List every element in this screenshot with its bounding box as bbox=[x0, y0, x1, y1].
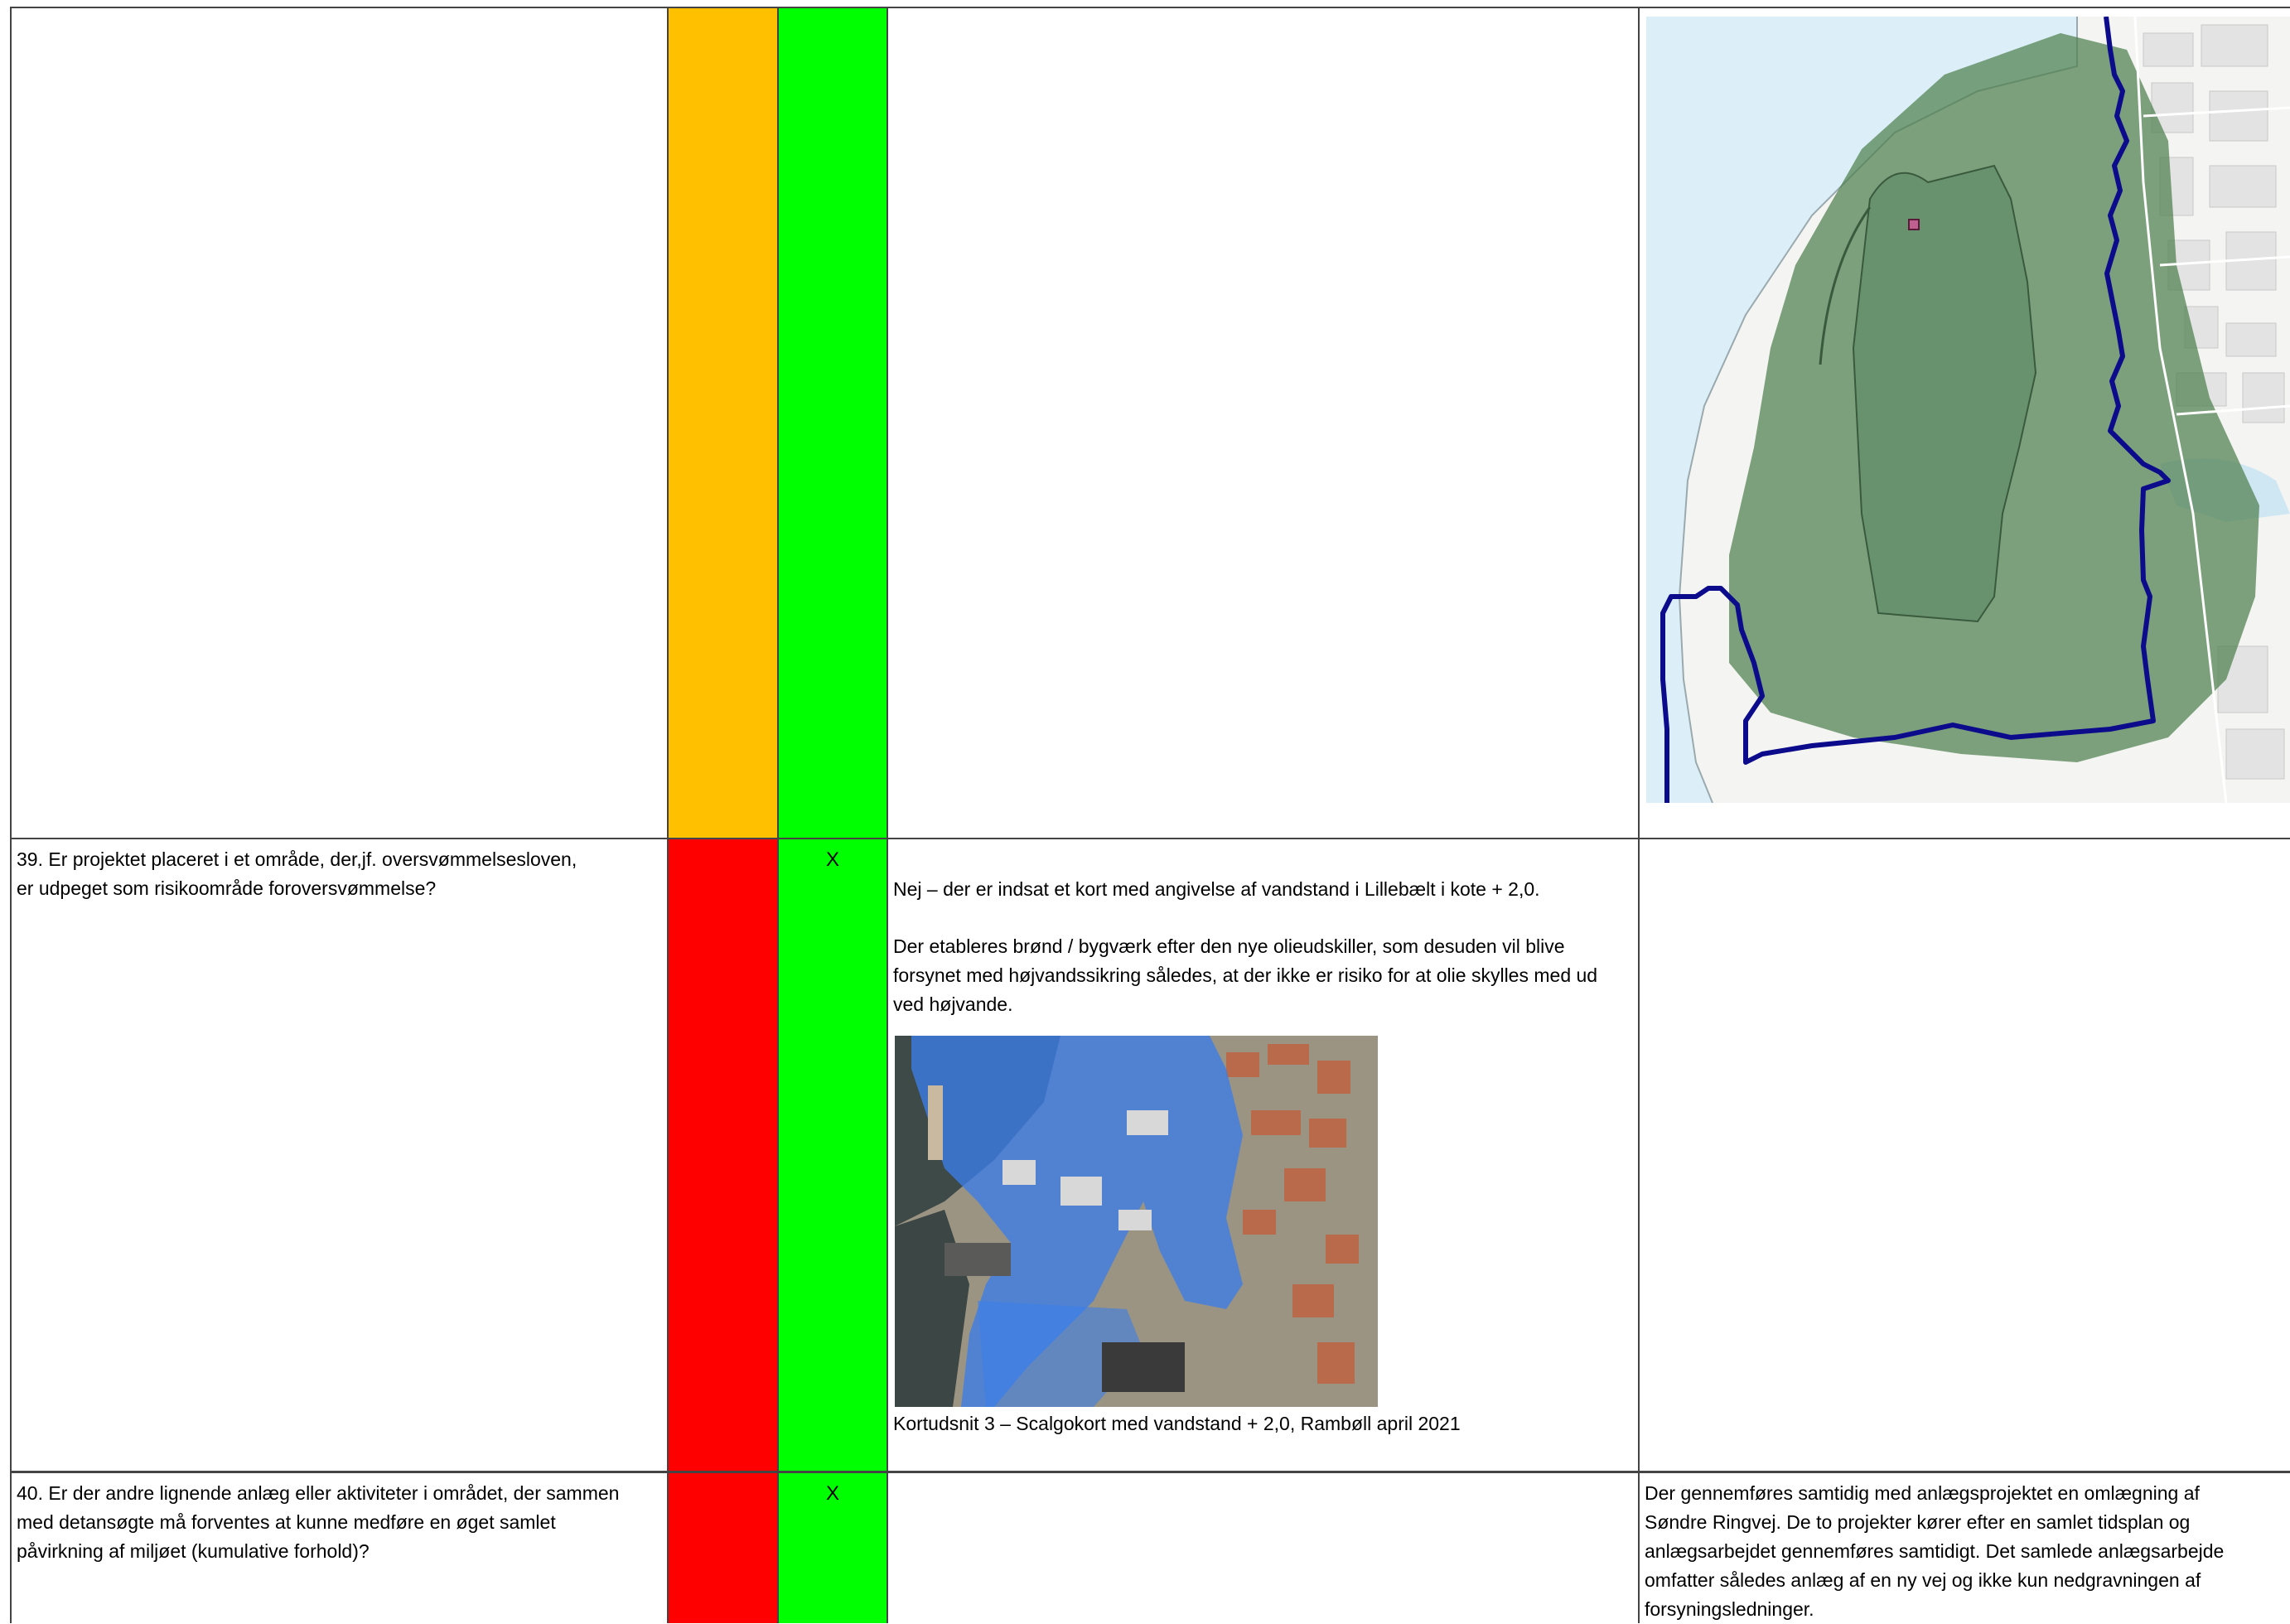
column-border-amber bbox=[777, 7, 779, 1623]
map-svg bbox=[1646, 17, 2290, 803]
comment-39-paragraph-1: Nej – der er indsat et kort med angivels… bbox=[893, 878, 1540, 900]
remark-40-line-5: forsyningsledninger. bbox=[1645, 1598, 1814, 1620]
question-39-line-1: 39. Er projektet placeret i et område, d… bbox=[17, 848, 577, 870]
comment-39-paragraph-2-line-3: ved højvande. bbox=[893, 993, 1013, 1015]
row-divider-39 bbox=[10, 838, 2290, 839]
question-39: 39. Er projektet placeret i et område, d… bbox=[17, 845, 663, 903]
risk-area-map bbox=[1646, 17, 2290, 803]
comment-39-paragraph-2-line-1: Der etableres brønd / bygværk efter den … bbox=[893, 935, 1565, 957]
dry-dock bbox=[945, 1243, 1011, 1276]
flood-level-aerial-map bbox=[895, 1036, 1378, 1407]
comment-39-paragraph-2-line-2: forsynet med højvandssikring således, at… bbox=[893, 964, 1598, 986]
rating-column-red-row-39 bbox=[668, 839, 777, 1472]
column-border-comment bbox=[1638, 7, 1640, 1623]
aerial-map-svg bbox=[895, 1036, 1378, 1407]
question-40-line-2: med detansøgte må forventes at kunne med… bbox=[17, 1511, 556, 1533]
town-roofs bbox=[1226, 1044, 1359, 1384]
question-40: 40. Er der andre lignende anlæg eller ak… bbox=[17, 1479, 663, 1566]
remark-40-line-3: anlægsarbejdet gennemføres samtidigt. De… bbox=[1645, 1540, 2225, 1562]
row-divider-40 bbox=[10, 1471, 2290, 1473]
roads bbox=[2133, 17, 2290, 803]
sea-area bbox=[1646, 17, 2077, 803]
table-top-border bbox=[10, 7, 2290, 8]
remark-40-line-2: Søndre Ringvej. De to projekter kører ef… bbox=[1645, 1511, 2191, 1533]
figure-caption-39: Kortudsnit 3 – Scalgokort med vandstand … bbox=[893, 1413, 1461, 1434]
warehouse bbox=[1102, 1342, 1185, 1392]
project-site-marker bbox=[1908, 219, 1920, 230]
comment-39: Nej – der er indsat et kort med angivels… bbox=[893, 875, 1635, 1019]
rating-column-amber bbox=[668, 7, 777, 839]
harbour-buildings bbox=[1002, 1110, 1168, 1230]
rating-column-green bbox=[778, 7, 887, 1623]
ship bbox=[928, 1085, 943, 1160]
city-blocks bbox=[2143, 24, 2285, 780]
question-39-line-2: er udpeget som risikoområde foroversvømm… bbox=[17, 877, 437, 899]
risk-area-boundary bbox=[1660, 17, 2171, 803]
question-40-line-1: 40. Er der andre lignende anlæg eller ak… bbox=[17, 1482, 620, 1504]
question-40-line-3: påvirkning af miljøet (kumulative forhol… bbox=[17, 1540, 370, 1562]
remark-40-line-1: Der gennemføres samtidig med anlægsproje… bbox=[1645, 1482, 2200, 1504]
rating-column-red-row-40 bbox=[668, 1472, 777, 1623]
remark-40-line-4: omfatter således anlæg af en ny vej og i… bbox=[1645, 1569, 2201, 1591]
mark-40: X bbox=[825, 1482, 839, 1505]
pier bbox=[1819, 206, 1872, 365]
column-border-left bbox=[10, 7, 12, 1623]
remark-40: Der gennemføres samtidig med anlægsproje… bbox=[1645, 1479, 2290, 1624]
column-border-green bbox=[887, 7, 888, 1623]
mark-39: X bbox=[825, 848, 839, 871]
column-border-question bbox=[667, 7, 669, 1623]
harbour-basin bbox=[1852, 164, 2037, 623]
